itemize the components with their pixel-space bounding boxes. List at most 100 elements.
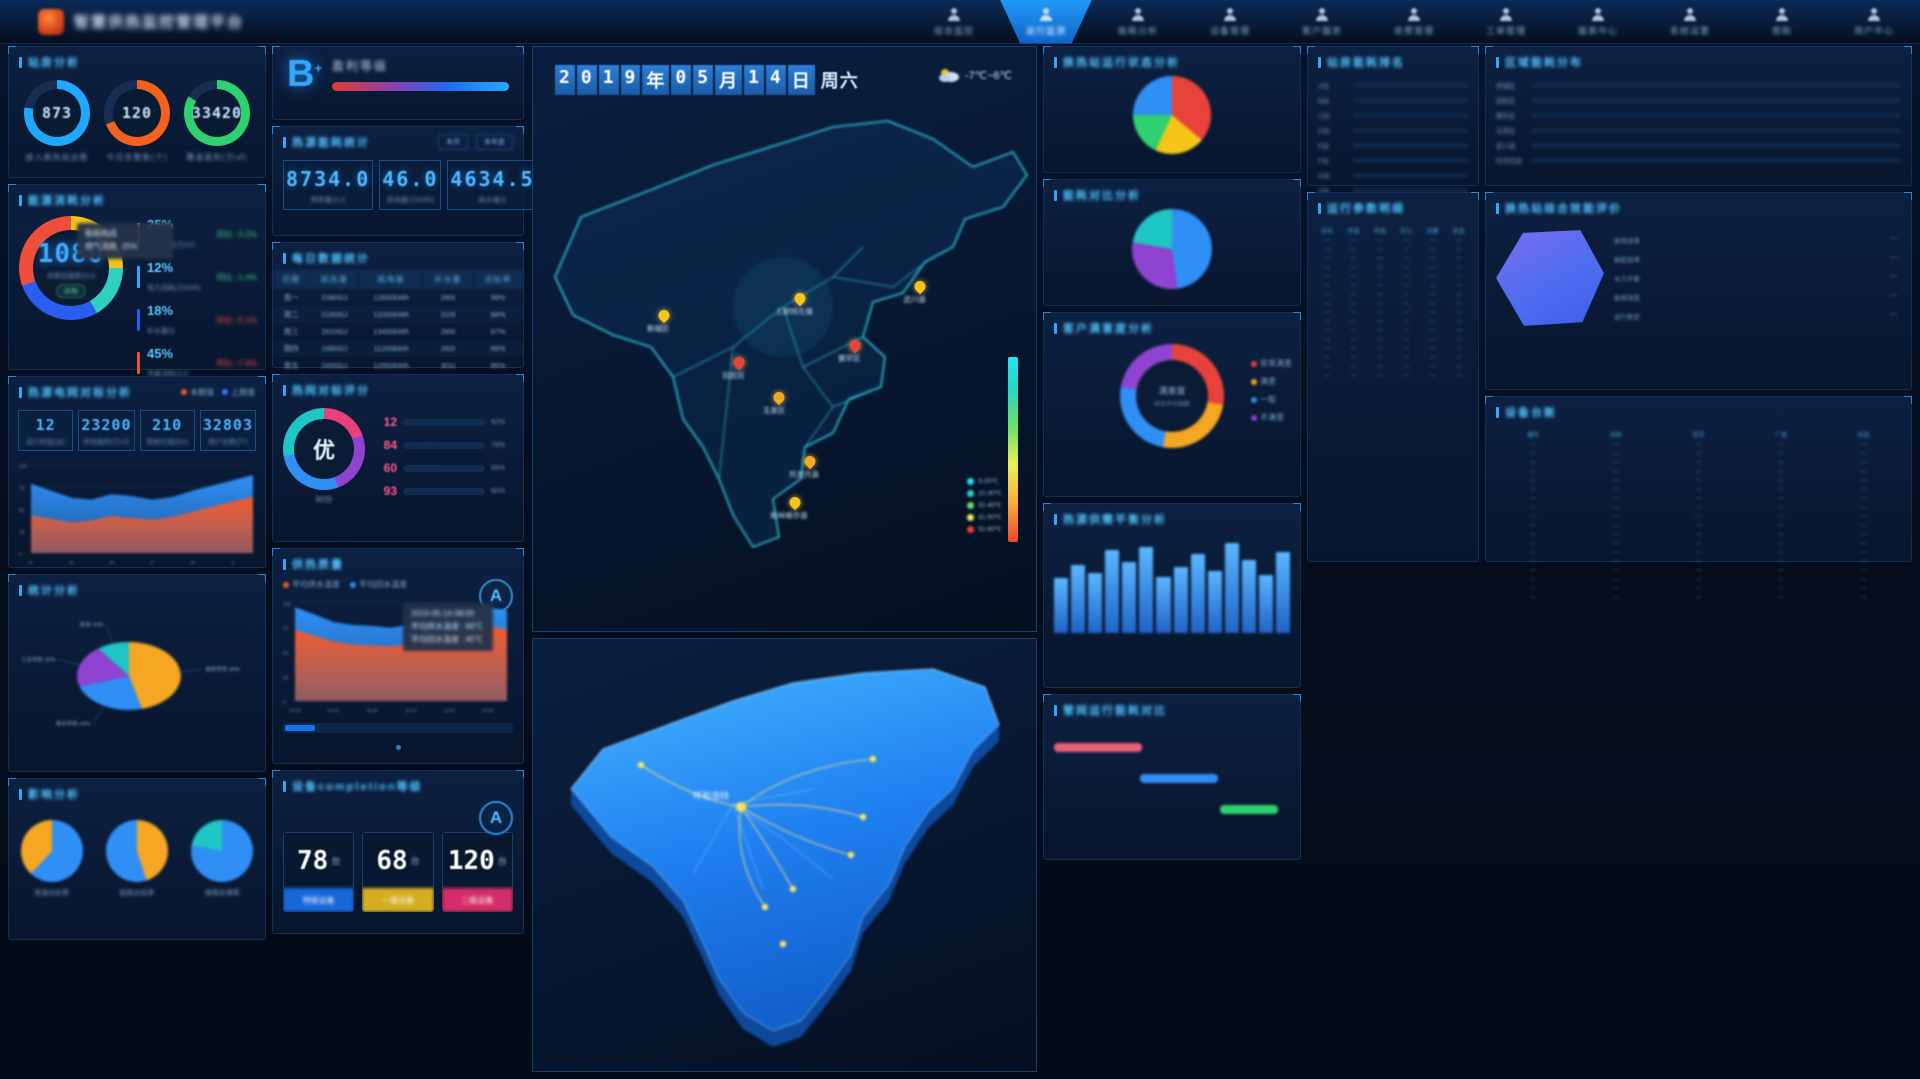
hex-legend-item[interactable]: 运行稳定 — [1614,311,1897,321]
table-row[interactable]: — — — — — [1494,593,1903,602]
gauge-item[interactable]: 120 今日告警数(个) [100,80,174,163]
table-row[interactable]: — — — — — [1494,530,1903,539]
table-row[interactable]: — — — — — [1494,494,1903,503]
bar[interactable] [1156,576,1171,633]
table-row[interactable]: — — — — — — [1316,272,1470,281]
legend-item[interactable]: 平均供水温度 [283,579,340,590]
table-row[interactable]: — — — — — [1494,467,1903,476]
map-legend-item[interactable]: 51-60℃ [967,525,1002,533]
bar-row[interactable]: 新城区 [1496,80,1901,90]
bar[interactable] [1139,546,1154,633]
bar-chart-area[interactable]: 新城区 回民区 赛罕区 玉泉区 武川县 托克托县 [1486,74,1911,171]
bar-row[interactable]: G站 [1318,170,1468,180]
nav-item-3[interactable]: 设备管理 [1184,0,1276,44]
map-marker[interactable]: 土默特左旗 [775,290,813,316]
score-bar[interactable]: 60 能耗控制指标 85% [375,461,513,475]
bar[interactable] [1122,561,1137,633]
bar[interactable] [1071,565,1086,633]
energy-value-card[interactable]: 46.0 耗电量(万kWh) [379,160,442,210]
carousel-dots[interactable] [273,733,523,759]
bar[interactable] [1190,554,1205,633]
hex-legend-item[interactable]: 输配效率 — [1614,254,1897,264]
energy-value-card[interactable]: 4634.5 耗水量(t) [447,160,538,210]
legend-item[interactable]: 平均回水温度 [350,579,407,590]
daily-data-table[interactable]: 日期 耗热量 耗电量 补水量 达标率 周一 2380GJ 12800kWh 280t 98% 周二… [273,270,523,374]
map-legend-item[interactable]: 21-30℃ [967,489,1002,497]
mini-pie-item[interactable]: 能耗达标率 [105,820,168,898]
list-item[interactable]: 18% 补水量(t) 同比 ↑5.1% [137,302,257,338]
ring-chart[interactable] [1044,74,1300,154]
bar-row[interactable]: F站 [1318,155,1468,165]
donut-chart[interactable] [1044,207,1300,289]
nav-item-6[interactable]: 工单管理 [1460,0,1552,44]
area-chart-benchmark[interactable]: 100 75 50 25 0 01 03 05 07 09 11 [9,455,265,575]
table-row[interactable]: — — — — — — [1316,281,1470,290]
table-row[interactable]: 周五 2455GJ 12950kWh 301t 95% [273,357,523,374]
table-row[interactable]: — — — — — [1494,584,1903,593]
table-row[interactable]: 周三 2610GJ 13400kWh 265t 97% [273,323,523,340]
bar[interactable] [1276,552,1291,633]
pie-chart-statistics[interactable]: 居民供热 46% 商业供热 24% 工业供热 20% 其他 10% [9,602,265,762]
bar[interactable] [1207,570,1222,633]
table-row[interactable]: — — — — — — [1316,362,1470,371]
ring-chart-satisfaction[interactable]: 满意度 综合评分指数 非常满意 满意 一般 不满意 [1044,340,1300,448]
table-row[interactable]: 周一 2380GJ 12800kWh 280t 98% [273,289,523,306]
map-marker[interactable]: 和林格尔县 [770,495,808,520]
kpi-box[interactable]: 23200 供热面积(万㎡) [78,410,135,451]
param-table[interactable]: 站名 供温 回温 压力 流量 状态 — — — — — — — — — — — — — — — — — — — — — — — — — — — —… [1308,220,1478,384]
device-table[interactable]: 编号 名称 型号 厂家 状态 — — — — — — — — — — — — — — — — — — — — — — — — — — — — — —… [1486,424,1911,606]
table-row[interactable]: — — — — — [1494,566,1903,575]
table-row[interactable]: — — — — — [1494,440,1903,449]
table-row[interactable]: 周二 2240GJ 12000kWh 310t 96% [273,306,523,323]
table-row[interactable]: — — — — — — [1316,254,1470,263]
bar-row[interactable]: C站 [1318,110,1468,120]
bar-row[interactable]: B站 [1318,95,1468,105]
map-marker[interactable]: 新城区 [647,308,672,333]
map-legend-item[interactable]: 31-40℃ [967,501,1002,509]
bar[interactable] [1088,572,1103,633]
bar[interactable] [1173,567,1188,633]
legend-item[interactable]: 上期值 [222,387,255,398]
table-row[interactable]: — — — — — — [1316,317,1470,326]
table-row[interactable]: — — — — — [1494,449,1903,458]
table-row[interactable]: — — — — — [1494,476,1903,485]
table-row[interactable]: — — — — — — [1316,290,1470,299]
device-card[interactable]: 68 台 一级设备 [362,832,434,912]
nav-item-7[interactable]: 报表中心 [1552,0,1644,44]
bar[interactable] [1224,542,1239,633]
table-row[interactable]: — — — — — — [1316,236,1470,245]
table-row[interactable]: — — — — — — [1316,344,1470,353]
table-row[interactable]: 周四 1980GJ 11200kWh 292t 99% [273,340,523,357]
bar-row[interactable]: D站 [1318,125,1468,135]
hex-legend-item[interactable]: 能耗强度 — [1614,292,1897,302]
map-marker[interactable]: 回民区 [722,354,747,380]
bar[interactable] [1241,559,1256,633]
bar-row[interactable]: H站 [1318,185,1468,195]
nav-item-2[interactable]: 能耗分析 [1092,0,1184,44]
bar-chart-rank[interactable]: A站 B站 C站 D站 E站 F站 G站 H站 [1308,74,1478,201]
hex-chart[interactable] [1486,220,1614,336]
table-row[interactable]: — — — — — [1494,458,1903,467]
bar-chart-balance[interactable] [1044,531,1300,641]
list-item[interactable]: 45% 热量消耗(GJ) 同比 ↑7.8% [137,345,257,381]
gauge-item[interactable]: 873 接入换热站总数 [20,80,94,163]
area-chart-supply[interactable]: 100 75 50 25 0 00:00 04:00 08:00 12:00 16:00 20:00… [273,593,523,723]
kpi-box[interactable]: 210 管网长度(km) [139,410,195,451]
table-row[interactable]: — — — — — [1494,485,1903,494]
score-ring[interactable]: 优 [283,408,365,490]
nav-item-10[interactable]: 用户中心 [1828,0,1920,44]
bar[interactable] [1105,550,1120,633]
legend-item[interactable]: 本期值 [181,387,214,398]
mini-pie-item[interactable]: 室温达标率 [20,820,83,898]
map-marker[interactable]: 玉泉区 [763,389,788,415]
map-legend-item[interactable]: 0-20℃ [967,477,1002,485]
table-row[interactable]: — — — — — [1494,521,1903,530]
kpi-box[interactable]: 12 运行机组(台) [18,410,74,451]
table-row[interactable]: — — — — — — [1316,263,1470,272]
nav-item-4[interactable]: 客户服务 [1276,0,1368,44]
table-row[interactable]: — — — — — [1494,512,1903,521]
device-card[interactable]: 78 台 特级设备 [283,832,355,912]
score-bar[interactable]: 12 供热平稳性指标 92% [375,415,513,429]
hex-legend-item[interactable]: 换热效率 — [1614,235,1897,245]
